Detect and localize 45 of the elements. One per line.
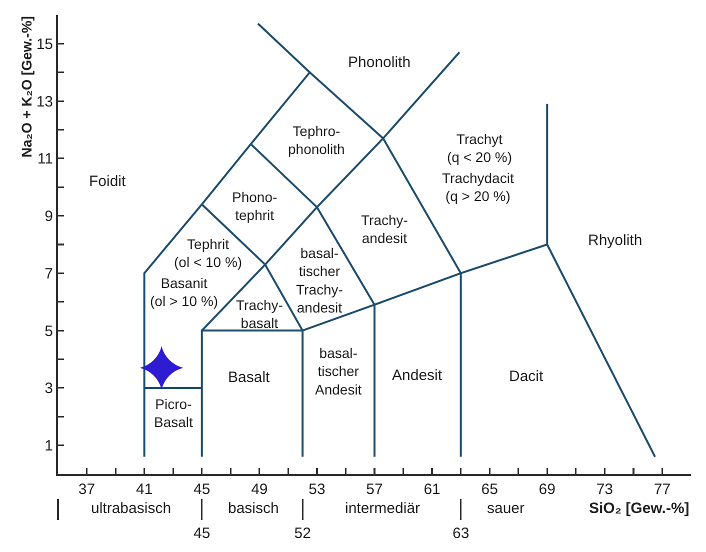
- y-axis-title: Na₂O + K₂O [Gew.-%]: [18, 16, 34, 158]
- text: intermediär: [345, 500, 420, 517]
- x-tick-label: 69: [538, 481, 556, 498]
- x-axis-title: SiO₂ [Gew.-%]: [589, 500, 690, 517]
- x-tick-label: 57: [366, 481, 383, 498]
- x-tick-label: 61: [424, 481, 440, 498]
- x-tick-label: 53: [308, 481, 326, 498]
- x-tick-label: 77: [654, 481, 671, 498]
- x-tick-label: 49: [251, 481, 268, 498]
- y-tick-label: 3: [44, 380, 53, 398]
- annotation: Andesit: [392, 367, 443, 384]
- annotation: Tephrit (ol < 10 %): [174, 236, 242, 270]
- y-tick-label: 11: [37, 150, 53, 168]
- y-tick-label: 9: [44, 208, 53, 226]
- text: ultrabasisch: [91, 500, 172, 517]
- annotation: Trachy- basalt: [236, 297, 284, 332]
- y-tick-label: 13: [36, 93, 53, 110]
- x-tick-label: 41: [136, 481, 153, 498]
- annotation: Rhyolith: [588, 232, 642, 249]
- x2-tick-label: 45: [194, 525, 210, 542]
- text: basisch: [228, 500, 279, 517]
- y-tick-label: 7: [44, 265, 53, 282]
- x-tick-label: 65: [481, 481, 498, 498]
- y-tick-label: 1: [44, 438, 53, 455]
- text: sauer: [487, 500, 525, 517]
- x2-tick-label: 63: [452, 525, 470, 542]
- annotation: Basalt: [228, 369, 271, 386]
- annotation: basal- tischer Andesit: [315, 345, 362, 398]
- y-tick-label: 5: [44, 322, 53, 340]
- annotation: Phonolith: [348, 54, 411, 71]
- annotation: Dacit: [509, 368, 544, 385]
- x-tick-label: 73: [596, 481, 614, 498]
- annotation: basal- tischer Trachy- andesit: [296, 245, 344, 316]
- x-tick-label: 45: [194, 481, 210, 498]
- annotation: Tephro- phonolith: [288, 123, 345, 158]
- annotation: Trachy- andesit: [361, 212, 408, 246]
- annotation: Trachyt (q < 20 %): [447, 131, 512, 166]
- y-tick-label: 15: [36, 36, 53, 53]
- annotation: Picro- Basalt: [154, 396, 194, 430]
- annotation: Foidit: [89, 173, 127, 190]
- annotation: Phono- tephrit: [232, 189, 278, 224]
- annotation: Basanit (ol > 10 %): [150, 275, 218, 310]
- x2-tick-label: 52: [294, 525, 311, 542]
- x-tick-label: 37: [78, 481, 96, 498]
- annotation: Trachydacit (q > 20 %): [442, 170, 514, 204]
